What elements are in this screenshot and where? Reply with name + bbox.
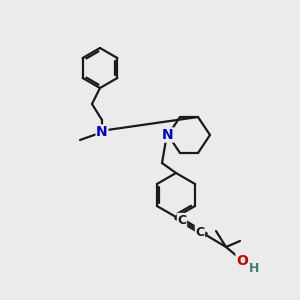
Text: H: H xyxy=(249,262,259,275)
Text: C: C xyxy=(177,214,187,226)
Text: N: N xyxy=(96,125,108,139)
Text: C: C xyxy=(195,226,205,238)
Text: O: O xyxy=(236,254,248,268)
Text: N: N xyxy=(162,128,174,142)
